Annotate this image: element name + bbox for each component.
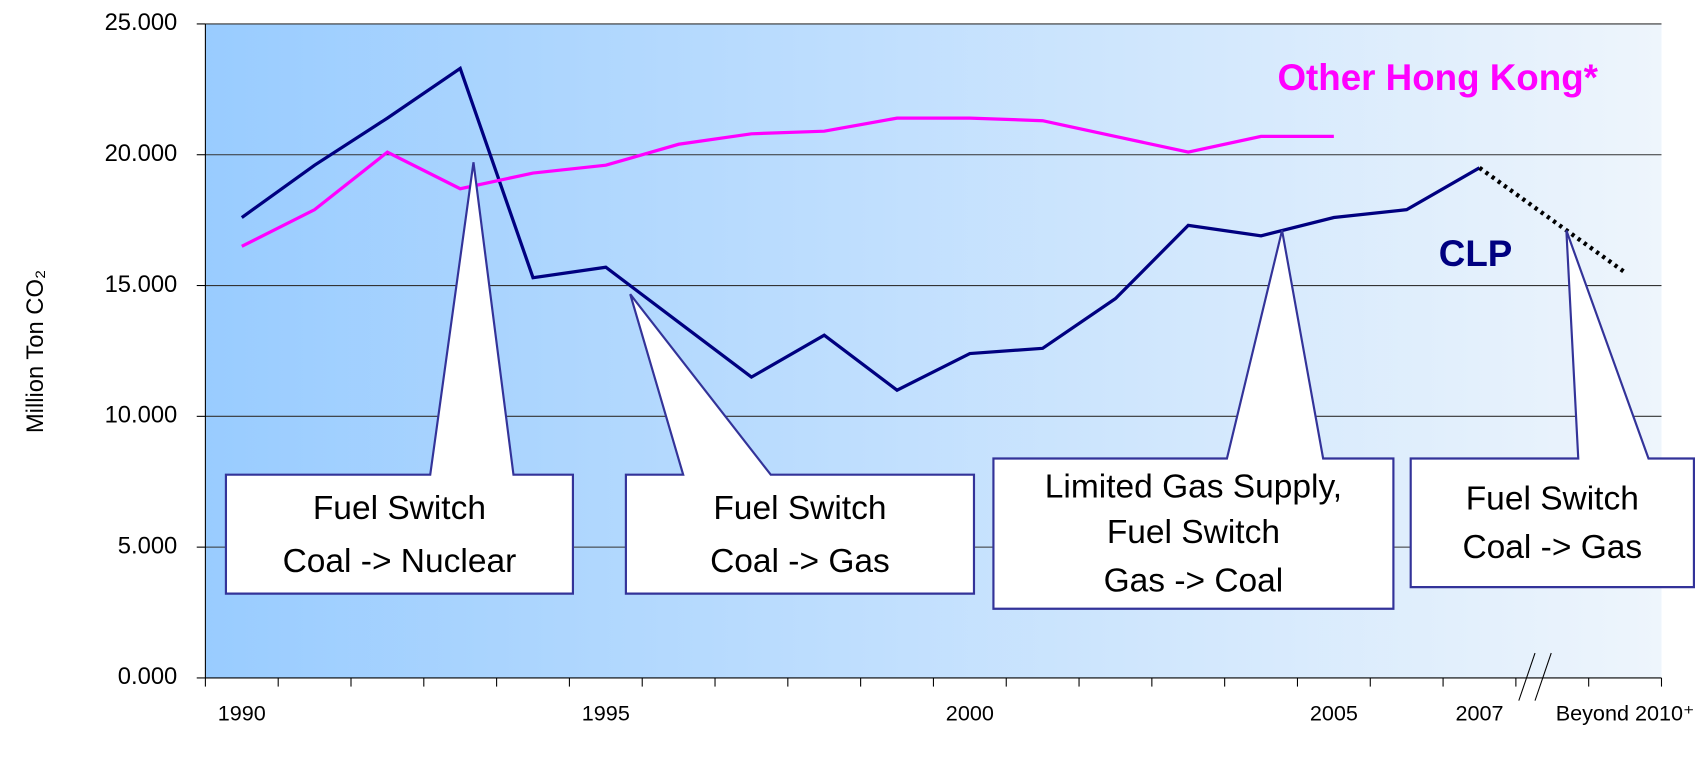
x-tick-label: 2005 — [1310, 700, 1358, 725]
callout-text: Coal -> Nuclear — [283, 543, 517, 580]
x-tick-label: 2000 — [946, 700, 994, 725]
callout-text: Limited Gas Supply, — [1045, 469, 1342, 506]
axis-break — [1518, 652, 1536, 701]
callout-text: Coal -> Gas — [710, 543, 890, 580]
callout-text: Gas -> Coal — [1104, 563, 1284, 600]
callout — [624, 293, 976, 595]
series-label: Other Hong Kong* — [1277, 57, 1598, 98]
series-label: CLP — [1439, 233, 1513, 274]
callout-text: Coal -> Gas — [1462, 529, 1642, 566]
y-tick-label: 25.000 — [105, 9, 178, 36]
callout-text: Fuel Switch — [1107, 514, 1280, 551]
y-tick-label: 10.000 — [105, 402, 178, 429]
x-tick-label: 1995 — [582, 700, 630, 725]
data-line — [240, 65, 1481, 393]
callout — [1409, 230, 1695, 589]
callout-text: Fuel Switch — [313, 490, 486, 527]
axis-break — [1534, 652, 1552, 701]
callout — [224, 162, 575, 595]
x-tick-label: 1990 — [218, 700, 266, 725]
y-tick-label: 20.000 — [105, 140, 178, 167]
callout-text: Fuel Switch — [1466, 481, 1639, 518]
y-tick-label: 5.000 — [118, 532, 177, 559]
x-tick-label: 2007 — [1455, 700, 1503, 725]
y-axis-label: Million Ton CO₂ — [22, 270, 49, 433]
x-tick-label: Beyond 2010⁺ — [1556, 700, 1695, 725]
callout — [992, 230, 1395, 610]
callout-text: Fuel Switch — [713, 490, 886, 527]
y-tick-label: 0.000 — [118, 663, 177, 690]
y-tick-label: 15.000 — [105, 271, 178, 298]
data-line — [241, 116, 1334, 248]
